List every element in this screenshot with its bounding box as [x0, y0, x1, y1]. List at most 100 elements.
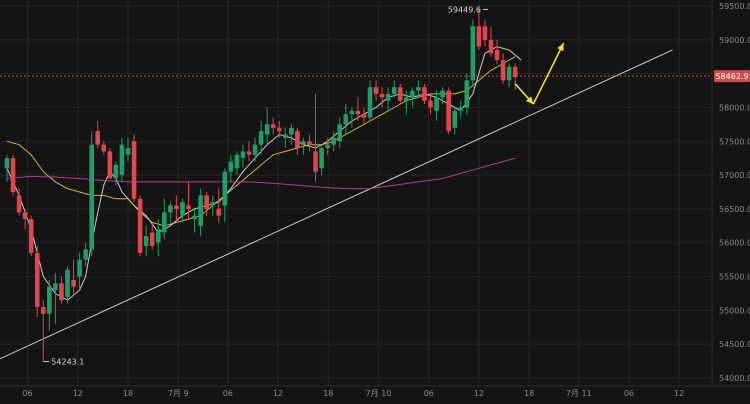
candle-body [53, 283, 58, 291]
candle [34, 246, 40, 318]
candle [500, 53, 506, 84]
candle-body [379, 93, 385, 98]
x-tick-label: 12 [273, 389, 283, 398]
candle [422, 83, 427, 105]
high-label: 59449.6 [448, 5, 481, 14]
candle-body [488, 39, 494, 54]
candle-body [222, 171, 228, 206]
candle-body [283, 134, 288, 138]
candle [53, 273, 58, 324]
candle [119, 137, 125, 182]
candle [107, 148, 113, 179]
candle-body [16, 195, 22, 213]
candle-body [71, 279, 76, 287]
candle [47, 279, 52, 331]
candle [143, 225, 149, 257]
candle-body [270, 124, 276, 128]
candle-body [434, 97, 439, 111]
candle-body [307, 141, 312, 145]
candle-body [192, 215, 197, 220]
candle [416, 80, 421, 98]
candle [113, 161, 119, 186]
candle-body [385, 93, 391, 101]
candle-body [228, 161, 234, 172]
candle-body [252, 144, 258, 155]
candle [180, 198, 185, 223]
candle [28, 215, 34, 257]
candle-body [47, 286, 52, 314]
y-tick-label: 54500.0 [719, 340, 750, 349]
candle [95, 120, 101, 149]
candle [276, 120, 282, 138]
candle-body [500, 60, 506, 81]
candle [494, 39, 500, 64]
x-tick-label: 06 [223, 389, 233, 398]
candle-body [4, 158, 10, 169]
candle-body [131, 141, 137, 199]
candle [216, 188, 222, 223]
candle-body [289, 127, 294, 135]
candle [162, 198, 167, 240]
overlays: 59449.6 54243.1 [0, 5, 712, 367]
candle-body [125, 148, 131, 155]
candle [283, 127, 288, 149]
candle [313, 93, 318, 182]
support-trend-line [0, 49, 673, 360]
candle-body [494, 49, 500, 61]
candle-body [198, 195, 203, 226]
candle [343, 104, 349, 135]
candle [355, 97, 361, 121]
trend-arrow-head [557, 43, 564, 52]
candle-body [440, 90, 445, 98]
current-price-value: 58462.9 [715, 72, 748, 81]
candle [397, 83, 403, 105]
candle-body [410, 90, 415, 98]
candle [222, 168, 228, 223]
candle [295, 127, 300, 155]
x-tick-label: 18 [123, 389, 133, 398]
x-tick-label: 12 [474, 389, 484, 398]
candle [434, 90, 439, 121]
candle [155, 219, 161, 257]
y-tick-label: 55000.0 [719, 306, 750, 315]
candle [373, 80, 379, 101]
price-axis: 54000.0 54500.0 55000.0 55500.0 56000.0 56500… [711, 0, 750, 386]
candle-body [258, 131, 264, 145]
candle [476, 9, 482, 50]
candle [204, 192, 209, 216]
candle-body [89, 144, 94, 250]
candle [77, 252, 82, 291]
candle-body [186, 205, 191, 209]
candle [137, 195, 143, 257]
y-tick-label: 55500.0 [719, 273, 750, 282]
candle [192, 208, 197, 233]
x-tick-label: 7月 11 [566, 389, 592, 398]
candle-body [355, 110, 361, 115]
candle-body [506, 66, 512, 81]
candle [71, 259, 76, 294]
x-tick-label: 06 [22, 389, 32, 398]
candle [428, 93, 433, 115]
candle [240, 144, 246, 169]
trend-arrow-line [532, 42, 565, 105]
x-tick-label: 7月 9 [168, 389, 189, 398]
x-tick-label: 18 [323, 389, 333, 398]
candle [149, 222, 155, 250]
candle-body [77, 259, 82, 277]
candle-body [367, 87, 373, 118]
candle-body [301, 141, 306, 145]
candle-body [325, 144, 330, 149]
candle [258, 120, 264, 155]
candle [470, 19, 476, 88]
grid [0, 0, 712, 386]
candle [59, 276, 64, 304]
candle [41, 300, 46, 362]
candle-body [428, 100, 433, 108]
y-tick-label: 57000.0 [719, 171, 750, 180]
candle [410, 87, 415, 108]
candle [246, 141, 252, 162]
candle-body [476, 26, 482, 47]
current-price-tag-bg [714, 70, 750, 83]
